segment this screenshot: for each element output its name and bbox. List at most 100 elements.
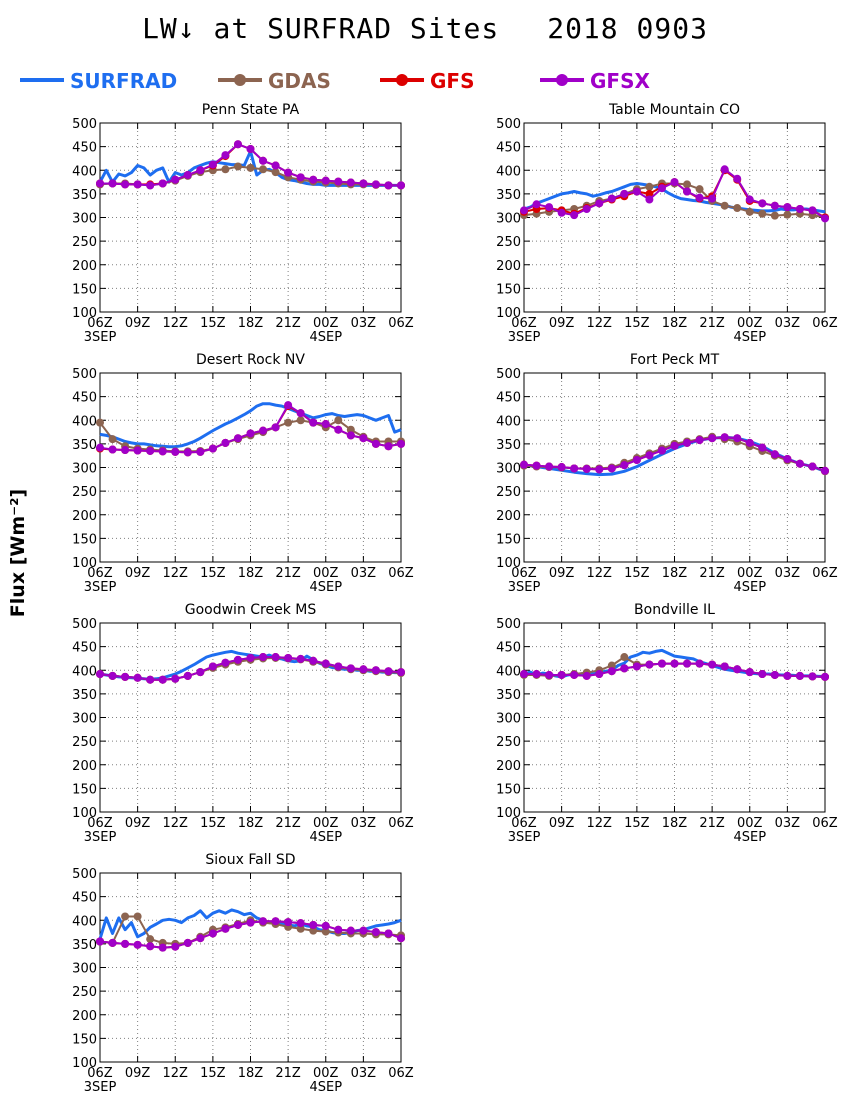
y-tick-label: 250: [496, 735, 521, 750]
y-tick-label: 200: [72, 259, 97, 274]
date-label: 4SEP: [309, 330, 342, 345]
x-tick-label: 21Z: [699, 316, 725, 331]
data-point-gfsx: [708, 434, 717, 443]
data-point-gfs: [645, 189, 654, 198]
x-tick-label: 12Z: [587, 316, 613, 331]
data-point-gfsx: [821, 214, 829, 223]
x-tick-label: 15Z: [624, 316, 650, 331]
data-point-gfsx: [108, 671, 117, 680]
x-tick-label: 15Z: [200, 1066, 226, 1081]
data-point-gfsx: [221, 924, 230, 933]
x-tick-label: 06Z: [511, 816, 537, 831]
legend: SURFRAD GDAS GFS GFSX: [20, 69, 650, 93]
data-point-gfsx: [632, 662, 641, 671]
data-point-gfsx: [645, 195, 654, 204]
data-point-gdas: [645, 182, 654, 191]
y-tick-label: 350: [496, 188, 521, 203]
data-point-gfsx: [208, 444, 217, 453]
x-tick-label: 09Z: [549, 816, 575, 831]
data-point-gdas: [121, 912, 130, 921]
data-point-gfsx: [645, 451, 654, 460]
data-point-gfsx: [221, 658, 230, 667]
panel-penn-state-pa: Penn State PA 100 150 200 250 300 350 400 450 500…: [72, 102, 414, 345]
x-tick-label: 12Z: [587, 566, 613, 581]
data-point-gfsx: [271, 653, 280, 662]
data-point-gfsx: [808, 206, 817, 215]
x-tick-label: 21Z: [275, 1066, 301, 1081]
data-point-gfsx: [620, 461, 629, 470]
data-point-gfsx: [246, 429, 255, 438]
panel-title: Bondville IL: [634, 602, 715, 618]
data-point-gdas: [720, 201, 729, 210]
y-tick-label: 250: [72, 485, 97, 500]
data-point-gfsx: [745, 195, 754, 204]
data-point-gfsx: [620, 189, 629, 198]
y-tick-label: 500: [72, 617, 97, 632]
x-tick-label: 06Z: [812, 566, 838, 581]
y-tick-label: 100: [72, 306, 97, 321]
y-tick-label: 300: [496, 212, 521, 227]
x-tick-label: 09Z: [125, 816, 151, 831]
data-point-gfsx: [670, 659, 679, 668]
date-label: 4SEP: [309, 580, 342, 595]
x-tick-label: 18Z: [238, 566, 264, 581]
data-point-gfsx: [545, 203, 554, 212]
series-line-surfrad: [99, 402, 402, 449]
data-point-gfsx: [570, 464, 579, 473]
y-tick-label: 500: [72, 367, 97, 382]
data-point-gdas: [296, 416, 305, 425]
x-tick-label: 06Z: [388, 566, 414, 581]
data-point-gdas: [233, 162, 242, 171]
data-point-gdas: [733, 204, 742, 213]
y-tick-label: 400: [72, 414, 97, 429]
data-point-gfsx: [346, 178, 355, 187]
data-point-gdas: [695, 185, 704, 194]
x-tick-label: 15Z: [200, 816, 226, 831]
x-tick-label: 03Z: [775, 316, 801, 331]
data-point-gfsx: [770, 201, 779, 210]
date-label: 4SEP: [309, 830, 342, 845]
data-point-gfsx: [321, 921, 330, 930]
data-point-gfsx: [708, 194, 717, 203]
data-point-gfsx: [359, 665, 368, 674]
data-point-gfsx: [545, 462, 554, 471]
data-point-gdas: [309, 926, 318, 935]
x-tick-label: 18Z: [238, 1066, 264, 1081]
data-point-gfsx: [259, 917, 268, 926]
panel-title: Desert Rock NV: [196, 352, 305, 368]
data-point-gfsx: [284, 168, 293, 177]
y-tick-label: 250: [72, 985, 97, 1000]
data-point-gfsx: [720, 433, 729, 442]
data-point-gdas: [146, 935, 155, 944]
data-point-gfsx: [296, 409, 305, 418]
data-point-gfsx: [595, 199, 604, 208]
y-tick-label: 500: [496, 117, 521, 132]
y-tick-label: 400: [496, 664, 521, 679]
data-point-gfsx: [783, 671, 792, 680]
data-point-gfsx: [309, 656, 318, 665]
x-tick-label: 06Z: [511, 566, 537, 581]
data-point-gfsx: [233, 140, 242, 149]
data-point-gfsx: [346, 664, 355, 673]
data-point-gfsx: [96, 179, 104, 188]
date-label: 3SEP: [508, 830, 541, 845]
x-tick-label: 21Z: [699, 566, 725, 581]
data-point-gfsx: [221, 438, 230, 447]
y-tick-label: 400: [72, 664, 97, 679]
data-point-gfsx: [233, 655, 242, 664]
x-tick-label: 03Z: [775, 566, 801, 581]
date-label: 4SEP: [733, 830, 766, 845]
data-point-gdas: [683, 180, 692, 189]
data-point-gfsx: [582, 204, 591, 213]
data-point-gfsx: [233, 920, 242, 929]
y-tick-label: 150: [72, 782, 97, 797]
x-tick-label: 18Z: [662, 816, 688, 831]
data-point-gfsx: [259, 426, 268, 435]
x-tick-label: 21Z: [275, 316, 301, 331]
data-point-gfsx: [683, 187, 692, 196]
y-tick-label: 450: [72, 141, 97, 156]
series-gfsx: [520, 433, 829, 475]
date-label: 3SEP: [84, 830, 117, 845]
data-point-gdas: [758, 209, 767, 218]
